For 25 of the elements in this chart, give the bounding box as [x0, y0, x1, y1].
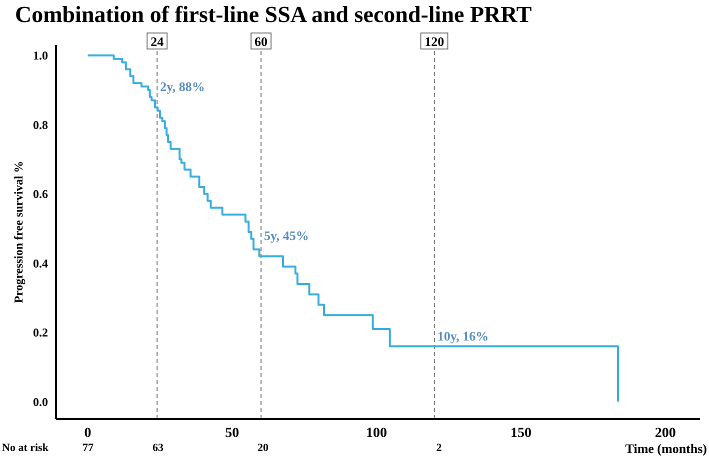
text: 77	[82, 442, 94, 454]
annotation: 10y, 16%	[437, 328, 489, 344]
y-tick-label: 0.4	[33, 256, 48, 270]
ref-line-label: 120	[424, 34, 444, 49]
y-axis-title: Progression free survival %	[12, 160, 26, 304]
x-tick-label: 50	[225, 426, 240, 441]
y-tick-label: 0.2	[33, 326, 48, 340]
y-tick-label: 0.8	[33, 118, 48, 132]
x-tick-label: 100	[366, 426, 388, 441]
text: 63	[152, 442, 164, 454]
annotation: 5y, 45%	[264, 228, 309, 243]
y-tick-label: 0.0	[33, 394, 48, 409]
annotation: 2y, 88%	[160, 78, 205, 94]
x-tick-label: 0	[84, 426, 92, 441]
text: 2	[436, 442, 442, 454]
x-tick-label: 150	[510, 426, 532, 441]
ref-line-label: 24	[150, 34, 164, 49]
y-tick-label: 1.0	[33, 48, 48, 63]
text: No at risk	[2, 442, 48, 454]
text: 20	[258, 442, 268, 454]
y-tick-label: 0.6	[33, 187, 48, 202]
chart-title: Combination of first-line SSA and second-line PRRT	[15, 2, 532, 28]
ref-line-label: 60	[254, 34, 268, 49]
x-axis-title: Time (months)	[625, 441, 707, 457]
x-tick-label: 200	[654, 426, 676, 441]
